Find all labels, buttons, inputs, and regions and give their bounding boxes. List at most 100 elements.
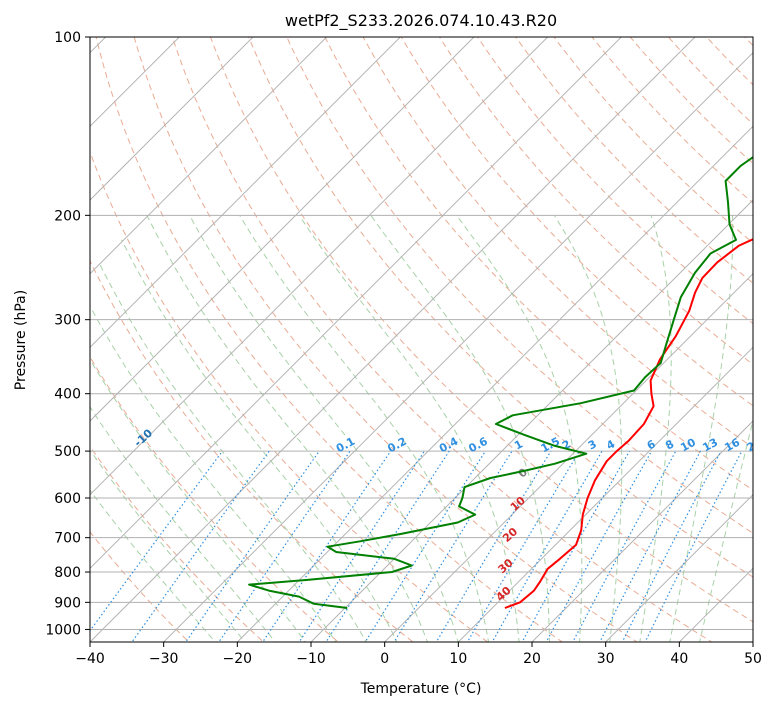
dry-adiabat-line	[629, 37, 753, 165]
dry-adiabat-line	[591, 37, 753, 204]
x-tick-label: 30	[597, 651, 615, 667]
dry-adiabat-line	[770, 24, 775, 654]
dry-adiabat-line	[400, 37, 753, 407]
skewed-isotherm-line	[310, 199, 753, 642]
skewed-isotherm-line	[162, 51, 753, 642]
moist-adiabat-line	[553, 215, 623, 642]
dry-adiabat-line	[362, 37, 753, 449]
chart-title: wetPf2_S233.2026.074.10.43.R20	[285, 11, 557, 31]
mixing-ratio-line	[325, 450, 450, 642]
x-axis-label: Temperature (°C)	[360, 681, 482, 697]
dry-adiabats	[90, 24, 775, 654]
y-tick-label: 300	[54, 313, 81, 329]
x-tick-label: −40	[75, 651, 105, 667]
plot-frame	[89, 36, 754, 643]
mixing-ratio-label: 4	[604, 437, 617, 452]
moist-adiabat-line	[121, 239, 398, 642]
mixing-ratio-line	[298, 450, 425, 642]
x-tick-label: 0	[380, 651, 389, 667]
mixing-ratio-line	[491, 450, 603, 642]
plot-area: -100-90-80-70-60-50-40-30-20-100.10.20.4…	[0, 24, 775, 654]
mixing-ratio-label: 13	[700, 436, 720, 455]
moist-adiabat-line	[90, 489, 216, 642]
moist-adiabat-line	[146, 215, 428, 642]
y-tick-label: 700	[54, 531, 81, 547]
mixing-ratio-line	[466, 450, 580, 642]
dry-adiabat-line	[705, 37, 753, 86]
reference-line-labels: -100-90-80-70-60-50-40-30-20-100.10.20.4…	[0, 366, 775, 604]
skewed-isotherm-line	[90, 37, 623, 570]
mixing-ratio-label: 8	[663, 437, 676, 452]
skewed-isotherm-line	[457, 346, 753, 642]
profile-lines	[248, 155, 753, 609]
y-tick-label: 600	[54, 491, 81, 507]
x-axis-ticks: −40 −30 −20 −10 0 10 20 30 40 50	[75, 642, 762, 667]
moist-adiabat-line	[90, 449, 246, 642]
dewpoint-line	[248, 155, 753, 609]
y-tick-label: 900	[54, 595, 81, 611]
temperature-line	[504, 238, 753, 609]
mixing-ratio-label: 10	[678, 436, 698, 455]
dry-adiabat-line	[438, 37, 753, 366]
y-tick-label: 400	[54, 387, 81, 403]
dry-adiabat-line	[744, 37, 753, 47]
y-tick-label: 100	[54, 30, 81, 46]
pressure-gridlines	[90, 37, 753, 630]
mixing-ratio-line	[435, 450, 552, 642]
moist-adiabat-line	[98, 262, 367, 642]
dry-adiabat-line	[286, 37, 753, 534]
moist-adiabat-line	[699, 418, 753, 642]
mixing-ratio-label: 25	[763, 436, 775, 455]
x-tick-label: 50	[744, 651, 762, 667]
skewed-isotherm-line	[236, 125, 753, 642]
mixing-ratio-label: 0.2	[385, 435, 408, 456]
x-tick-label: 20	[523, 651, 541, 667]
skewed-isotherm-line	[383, 272, 753, 642]
mixing-ratio-line	[621, 450, 722, 642]
isotherm-label: 40	[494, 584, 514, 604]
dry-adiabat-line	[95, 37, 564, 642]
skewed-isotherm-line	[90, 37, 475, 422]
x-tick-label: −20	[223, 651, 253, 667]
dry-adiabat-line	[90, 356, 339, 642]
mixing-ratio-lines	[90, 450, 743, 642]
isotherm-label: 20	[500, 525, 520, 545]
mixing-ratio-line	[218, 450, 351, 642]
dry-adiabat-line	[90, 445, 265, 642]
skewed-isotherm-line	[604, 493, 753, 642]
dry-adiabat-label: -30	[0, 366, 2, 389]
dry-adiabat-line	[553, 37, 753, 244]
mixing-ratio-label: 1	[512, 437, 525, 452]
moist-adiabat-line	[90, 305, 337, 642]
moist-adiabat-line	[239, 215, 490, 642]
moist-adiabat-line	[456, 215, 583, 642]
skewed-isotherm-line	[678, 567, 753, 642]
dry-adiabat-line	[133, 37, 638, 642]
dry-adiabat-line	[171, 37, 713, 642]
mixing-ratio-label: 0.6	[466, 435, 490, 456]
skewed-isotherm-line	[752, 641, 753, 642]
x-tick-label: −10	[296, 651, 326, 667]
dry-adiabat-line	[324, 37, 753, 491]
x-tick-label: −30	[149, 651, 179, 667]
y-tick-label: 800	[54, 565, 81, 581]
isotherm-label: 30	[496, 556, 516, 576]
y-tick-label: 500	[54, 444, 81, 460]
skewed-isotherm-line	[531, 420, 753, 642]
moist-adiabat-line	[90, 358, 306, 642]
mixing-ratio-line	[262, 450, 392, 642]
dry-adiabat-line	[209, 37, 753, 623]
dry-adiabat-line	[90, 259, 414, 642]
skewed-isotherms	[90, 37, 753, 642]
skewed-isotherm-line	[90, 37, 254, 201]
mixing-ratio-label: 20	[745, 436, 765, 455]
x-tick-label: 10	[449, 651, 467, 667]
mixing-ratio-line	[184, 450, 320, 642]
skewed-isotherm-line	[90, 37, 696, 642]
skewed-isotherm-line	[90, 37, 402, 349]
dry-adiabat-line	[90, 150, 489, 642]
mixing-ratio-label: 3	[586, 437, 599, 452]
mixing-ratio-label: 16	[722, 436, 742, 455]
skewed-isotherm-line	[90, 37, 549, 496]
